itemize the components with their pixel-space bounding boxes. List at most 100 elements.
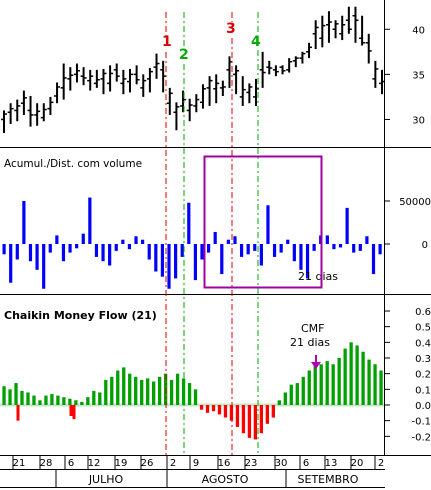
x-axis-month-label: JULHO — [88, 473, 124, 486]
accum-bar — [371, 244, 376, 275]
cmf-bar-positive — [277, 400, 281, 405]
accum-bar — [200, 244, 204, 260]
cmf-bar-positive — [367, 359, 371, 405]
marker-3: 3 — [226, 21, 236, 37]
accum-dist-panel — [2, 197, 382, 289]
cmf-bar-positive — [32, 395, 36, 405]
cmf-bar-positive — [68, 398, 72, 405]
cmf-bar-positive — [283, 392, 287, 405]
cmf-bar-positive — [301, 376, 305, 405]
accum-bar — [22, 201, 26, 244]
cmf-arrow-icon — [311, 355, 321, 369]
cmf-bar-negative — [72, 405, 76, 420]
cmf-bar-positive — [134, 376, 138, 405]
cmf-bar-negative — [265, 405, 270, 424]
cmf-bar-negative — [211, 405, 216, 412]
cmf-bar-positive — [343, 348, 347, 405]
accum-bar — [299, 244, 303, 270]
accum-bar — [147, 244, 151, 260]
cmf-bar-positive — [295, 383, 299, 405]
accum-bar — [81, 233, 85, 244]
accum-bar — [292, 244, 296, 262]
accum-bar — [206, 244, 211, 253]
cmf-bar-positive — [110, 376, 114, 405]
cmf-bar-positive — [80, 401, 84, 405]
accum-bar — [167, 244, 171, 289]
accum-bar — [55, 235, 59, 244]
accum-bar — [365, 236, 369, 244]
accum-bar — [127, 244, 132, 250]
accum-bar — [226, 239, 230, 244]
accum-bar — [246, 244, 250, 255]
price-axis: 30 35 40 — [384, 25, 425, 126]
x-axis-day-label: 20 — [351, 458, 364, 469]
marker-4: 4 — [251, 34, 261, 50]
cmf-bar-negative — [259, 405, 264, 434]
x-axis-day-label: 2 — [170, 458, 176, 469]
marker-1: 1 — [162, 34, 172, 50]
accum-bar — [266, 205, 270, 244]
cmf-bar-positive — [325, 361, 329, 405]
x-axis-day-label: 16 — [218, 458, 231, 469]
x-axis-day-label: 6 — [303, 458, 309, 469]
marker-2: 2 — [179, 47, 189, 63]
accum-bar — [180, 244, 184, 257]
cmf-bar-positive — [140, 379, 144, 405]
cmf-bar-positive — [8, 389, 12, 405]
accum-bar — [114, 244, 118, 251]
cmf-bar-positive — [175, 373, 180, 405]
cmf-bar-positive — [56, 395, 60, 405]
accum-axis-label: 0 — [422, 240, 428, 251]
cmf-bar-negative — [271, 405, 275, 418]
cmf-bar-positive — [44, 395, 48, 405]
accum-bar — [352, 244, 356, 253]
x-axis-day-label: 2 — [378, 458, 384, 469]
accum-bar — [193, 244, 197, 281]
x-axis-day-label: 21 — [13, 458, 26, 469]
accum-bar — [338, 244, 343, 248]
cmf-bar-positive — [355, 345, 359, 405]
cmf-bar-positive — [379, 370, 383, 405]
accum-bar — [88, 197, 92, 244]
cmf-bar-positive — [152, 381, 156, 405]
cmf-bar-positive — [128, 373, 132, 405]
cmf-zero-band — [0, 403, 384, 407]
x-axis-day-label: 23 — [245, 458, 258, 469]
accum-axis-label: 50000 — [399, 197, 431, 208]
cmf-bar-positive — [169, 379, 174, 405]
cmf-bar-negative — [217, 405, 222, 415]
accum-bar — [345, 207, 349, 244]
accum-bar — [239, 244, 244, 257]
cmf-axis-label: 0.0 — [415, 401, 431, 412]
cmf-bar-positive — [307, 370, 311, 405]
accum-bar — [312, 244, 316, 251]
cmf-bar-positive — [104, 379, 108, 405]
cmf-bar-positive — [86, 397, 90, 405]
cmf-bar-positive — [313, 362, 317, 405]
cmf-bar-negative — [241, 405, 246, 434]
x-axis-day-label: 19 — [115, 458, 128, 469]
accum-bar — [220, 244, 224, 275]
cmf-bar-positive — [92, 390, 96, 405]
x-axis-month-label: SETEMBRO — [298, 473, 359, 486]
x-axis-day-label: 28 — [40, 458, 53, 469]
accum-bar — [187, 202, 191, 244]
cmf-bar-positive — [26, 392, 30, 405]
accum-bar — [9, 244, 13, 283]
cmf-panel — [0, 342, 384, 440]
cmf-bar-positive — [157, 376, 162, 405]
accum-bar — [15, 244, 19, 260]
accum-dist-axis: 50000 0 — [384, 197, 431, 251]
x-axis-month-label: AGOSTO — [202, 473, 249, 486]
accum-bar — [28, 244, 33, 262]
cmf-bar-positive — [122, 367, 126, 405]
accum-bar — [253, 244, 257, 251]
accum-bar — [358, 244, 362, 251]
accum-bar — [75, 244, 79, 249]
signal-lines — [165, 12, 259, 455]
cmf-bar-positive — [2, 386, 6, 405]
cmf-bar-positive — [38, 400, 42, 405]
cmf-bar-positive — [193, 389, 198, 405]
accum-bar — [272, 244, 277, 257]
cmf-bar-positive — [20, 390, 24, 405]
